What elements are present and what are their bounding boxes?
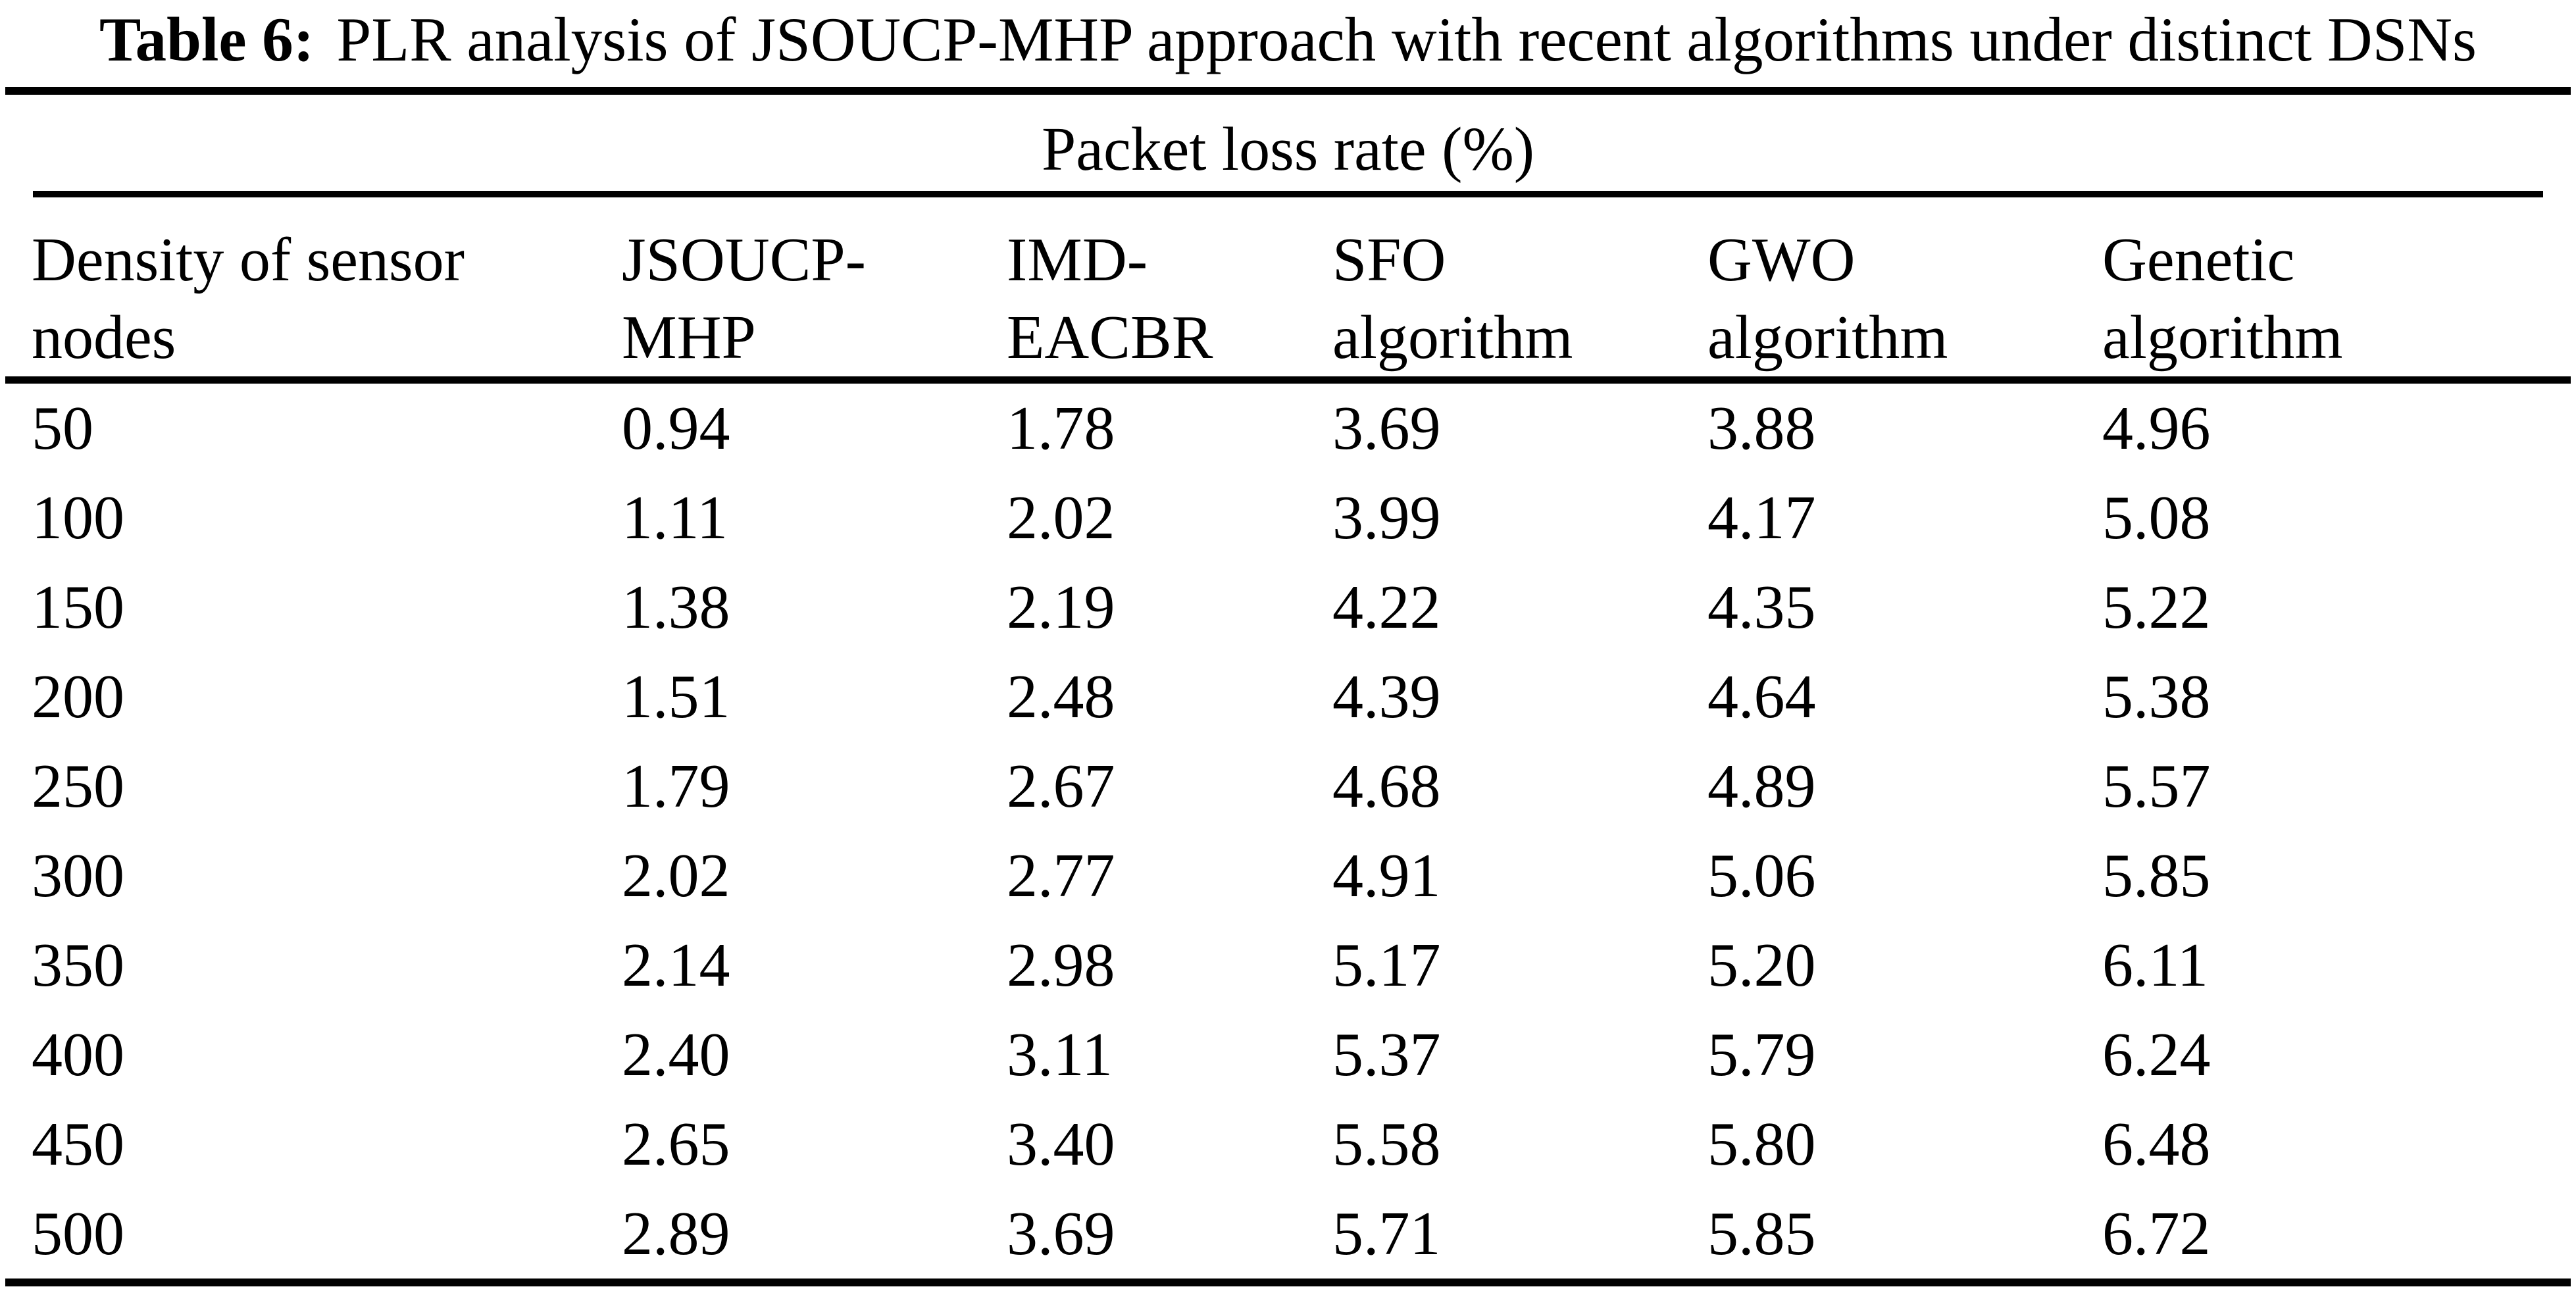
table-cell: 5.20 (1707, 931, 1816, 1000)
table-row: 450 2.65 3.40 5.58 5.80 6.48 (5, 1100, 2571, 1189)
col-header-gwo: GWO algorithm (1681, 197, 2076, 384)
density-cell: 350 (32, 931, 124, 1000)
table-cell: 3.88 (1707, 394, 1816, 463)
col-header-imd-eacbr: IMD- EACBR (980, 197, 1306, 384)
table-cell: 5.58 (1332, 1110, 1441, 1178)
table-cell: 3.40 (1007, 1110, 1115, 1178)
group-header-packet-loss-rate: Packet loss rate (%) (1041, 115, 1535, 184)
table-row: 350 2.14 2.98 5.17 5.20 6.11 (5, 921, 2571, 1010)
col-header-jsoucp-mhp: JSOUCP- MHP (595, 197, 980, 384)
table-cell: 5.57 (2102, 752, 2211, 821)
table-cell: 1.38 (622, 573, 730, 642)
table-row: 150 1.38 2.19 4.22 4.35 5.22 (5, 563, 2571, 652)
table-cell: 2.77 (1007, 842, 1115, 910)
table-cell: 5.37 (1332, 1021, 1441, 1089)
table-cell: 6.11 (2102, 931, 2209, 1000)
density-cell: 100 (32, 484, 124, 552)
table-cell: 5.22 (2102, 573, 2211, 642)
table-caption-text: PLR analysis of JSOUCP-MHP approach with… (336, 5, 2477, 74)
table-cell: 1.11 (622, 484, 728, 552)
col-header-genetic: Genetic algorithm (2076, 197, 2571, 384)
table-row: 500 2.89 3.69 5.71 5.85 6.72 (5, 1189, 2571, 1278)
table-cell: 2.14 (622, 931, 730, 1000)
table-row: 50 0.94 1.78 3.69 3.88 4.96 (5, 380, 2571, 474)
table-cell: 3.69 (1332, 394, 1441, 463)
table-cell: 4.35 (1707, 573, 1816, 642)
table-cell: 2.89 (622, 1200, 730, 1268)
table-cell: 4.64 (1707, 663, 1816, 731)
data-table-container: Packet loss rate (%) Density of sensor n… (5, 87, 2571, 1286)
table-cell: 2.19 (1007, 573, 1115, 642)
density-cell: 300 (32, 842, 124, 910)
table-cell: 2.65 (622, 1110, 730, 1178)
table-cell: 1.51 (622, 663, 730, 731)
table-row: 400 2.40 3.11 5.37 5.79 6.24 (5, 1010, 2571, 1100)
table-cell: 2.02 (622, 842, 730, 910)
table-cell: 0.94 (622, 394, 730, 463)
table-cell: 4.96 (2102, 394, 2211, 463)
table-caption-label: Table 6: (99, 5, 315, 74)
density-cell: 400 (32, 1021, 124, 1089)
table-cell: 4.17 (1707, 484, 1816, 552)
table-cell: 1.78 (1007, 394, 1115, 463)
table-cell: 5.71 (1332, 1200, 1441, 1268)
density-cell: 450 (32, 1110, 124, 1178)
table-cell: 5.85 (2102, 842, 2211, 910)
table-cell: 2.98 (1007, 931, 1115, 1000)
table-cell: 3.99 (1332, 484, 1441, 552)
col-header-density: Density of sensor nodes (5, 197, 595, 384)
density-cell: 500 (32, 1200, 124, 1268)
density-cell: 200 (32, 663, 124, 731)
table-cell: 4.22 (1332, 573, 1441, 642)
table-cell: 3.69 (1007, 1200, 1115, 1268)
table-cell: 5.17 (1332, 931, 1441, 1000)
col-header-sfo: SFO algorithm (1306, 197, 1681, 384)
table-row: 300 2.02 2.77 4.91 5.06 5.85 (5, 831, 2571, 921)
table-row: 250 1.79 2.67 4.68 4.89 5.57 (5, 742, 2571, 831)
table-cell: 5.08 (2102, 484, 2211, 552)
table-cell: 5.80 (1707, 1110, 1816, 1178)
table-cell: 4.89 (1707, 752, 1816, 821)
density-cell: 250 (32, 752, 124, 821)
table-cell: 6.72 (2102, 1200, 2211, 1268)
density-cell: 50 (32, 394, 93, 463)
table-cell: 5.85 (1707, 1200, 1816, 1268)
table-cell: 6.24 (2102, 1021, 2211, 1089)
table-cell: 4.91 (1332, 842, 1441, 910)
table-caption: Table 6: PLR analysis of JSOUCP-MHP appro… (0, 0, 2576, 79)
table-cell: 4.39 (1332, 663, 1441, 731)
table-cell: 6.48 (2102, 1110, 2211, 1178)
density-cell: 150 (32, 573, 124, 642)
group-header-divider (33, 191, 2543, 197)
table-cell: 2.40 (622, 1021, 730, 1089)
table-header-row: Density of sensor nodes JSOUCP- MHP IMD-… (5, 197, 2571, 384)
table-row: 100 1.11 2.02 3.99 4.17 5.08 (5, 473, 2571, 563)
table-row: 200 1.51 2.48 4.39 4.64 5.38 (5, 652, 2571, 742)
table-cell: 2.02 (1007, 484, 1115, 552)
table-cell: 4.68 (1332, 752, 1441, 821)
table-cell: 5.38 (2102, 663, 2211, 731)
table-cell: 2.48 (1007, 663, 1115, 731)
table-cell: 5.79 (1707, 1021, 1816, 1089)
plr-table: Density of sensor nodes JSOUCP- MHP IMD-… (5, 197, 2571, 1278)
table-cell: 2.67 (1007, 752, 1115, 821)
table-cell: 5.06 (1707, 842, 1816, 910)
table-cell: 1.79 (622, 752, 730, 821)
table-cell: 3.11 (1007, 1021, 1113, 1089)
